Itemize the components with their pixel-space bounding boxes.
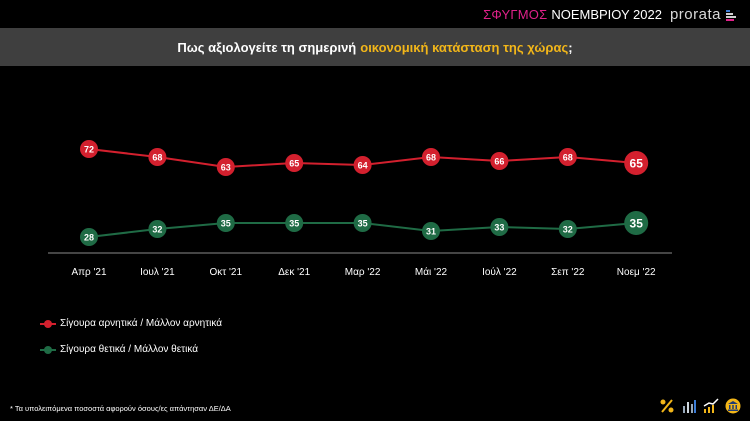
data-label-positive: 33 bbox=[494, 223, 504, 233]
percent-icon bbox=[658, 397, 676, 415]
data-point-positive bbox=[285, 214, 304, 232]
footnote: * Τα υπολειπόμενα ποσοστά αφορούν όσους/… bbox=[10, 404, 231, 413]
data-point-negative bbox=[148, 148, 167, 166]
x-tick-label: Ιούλ '22 bbox=[482, 266, 517, 278]
data-label-negative: 66 bbox=[494, 157, 504, 167]
data-label-negative: 65 bbox=[289, 159, 299, 169]
data-label-positive: 35 bbox=[630, 217, 644, 231]
data-point-negative bbox=[490, 152, 509, 170]
data-label-positive: 35 bbox=[289, 219, 299, 229]
bottom-icons bbox=[658, 397, 742, 415]
data-point-negative bbox=[422, 148, 440, 166]
legend-item-positive: Σίγουρα θετικά / Μάλλον θετικά bbox=[40, 344, 198, 355]
data-label-positive: 32 bbox=[152, 225, 162, 235]
data-label-negative: 68 bbox=[563, 153, 573, 163]
x-tick-label: Ιουλ '21 bbox=[140, 267, 175, 278]
data-label-negative: 64 bbox=[358, 161, 368, 171]
question-title: Πως αξιολογείτε τη σημερινή οικονομική κ… bbox=[0, 28, 750, 66]
bar-chart-icon bbox=[680, 397, 698, 415]
data-point-positive bbox=[624, 211, 649, 235]
data-label-positive: 35 bbox=[221, 219, 231, 229]
data-point-positive bbox=[558, 220, 577, 238]
data-label-positive: 28 bbox=[84, 233, 94, 243]
title-highlight: οικονομική κατάσταση της χώρας bbox=[360, 39, 569, 55]
data-point-positive bbox=[422, 222, 440, 240]
x-tick-label: Νοεμ '22 bbox=[617, 267, 656, 278]
data-point-positive bbox=[490, 218, 509, 236]
growth-chart-icon bbox=[702, 397, 720, 415]
prorata-logo-icon bbox=[726, 9, 736, 21]
data-label-negative: 63 bbox=[221, 163, 231, 173]
data-point-negative bbox=[285, 154, 304, 172]
legend-label-positive: Σίγουρα θετικά / Μάλλον θετικά bbox=[60, 344, 199, 355]
x-tick-label: Μαρ '22 bbox=[345, 267, 381, 278]
brand-header: ΣΦΥΓΜΟΣ ΝΟΕΜΒΡΙΟΥ 2022 prorata bbox=[483, 6, 736, 23]
data-label-positive: 31 bbox=[426, 227, 436, 237]
brand-month: ΝΟΕΜΒΡΙΟΥ 2022 bbox=[551, 7, 662, 22]
data-point-negative bbox=[216, 158, 235, 176]
data-label-negative: 68 bbox=[152, 153, 162, 163]
data-point-positive bbox=[216, 214, 235, 232]
x-tick-label: Σεπ '22 bbox=[551, 267, 585, 278]
brand-pulse: ΣΦΥΓΜΟΣ bbox=[483, 7, 548, 22]
legend-swatch-positive bbox=[40, 345, 56, 354]
x-tick-label: Δεκ '21 bbox=[278, 267, 310, 278]
legend-label-negative: Σίγουρα αρνητικά / Μάλλον αρνητικά bbox=[60, 318, 223, 329]
data-point-negative bbox=[624, 151, 649, 175]
institution-icon bbox=[724, 397, 742, 415]
data-label-negative: 68 bbox=[426, 153, 436, 163]
data-point-negative bbox=[558, 148, 577, 166]
x-tick-label: Οκτ '21 bbox=[210, 267, 243, 278]
data-label-positive: 35 bbox=[358, 219, 368, 229]
x-tick-label: Απρ '21 bbox=[71, 267, 107, 278]
data-point-positive bbox=[353, 214, 372, 232]
title-end: ; bbox=[568, 39, 573, 55]
legend-swatch-negative bbox=[40, 319, 56, 328]
brand-logo: prorata bbox=[669, 6, 721, 23]
data-label-negative: 72 bbox=[84, 145, 94, 155]
data-label-positive: 32 bbox=[563, 225, 573, 235]
data-label-negative: 65 bbox=[630, 157, 644, 171]
data-point-negative bbox=[80, 140, 98, 158]
legend-item-negative: Σίγουρα αρνητικά / Μάλλον αρνητικά bbox=[40, 318, 222, 329]
data-point-positive bbox=[148, 220, 167, 238]
data-point-positive bbox=[80, 228, 98, 246]
title-text: Πως αξιολογείτε τη σημερινή bbox=[177, 39, 357, 55]
data-point-negative bbox=[353, 156, 372, 174]
x-tick-label: Μάι '22 bbox=[415, 266, 448, 278]
